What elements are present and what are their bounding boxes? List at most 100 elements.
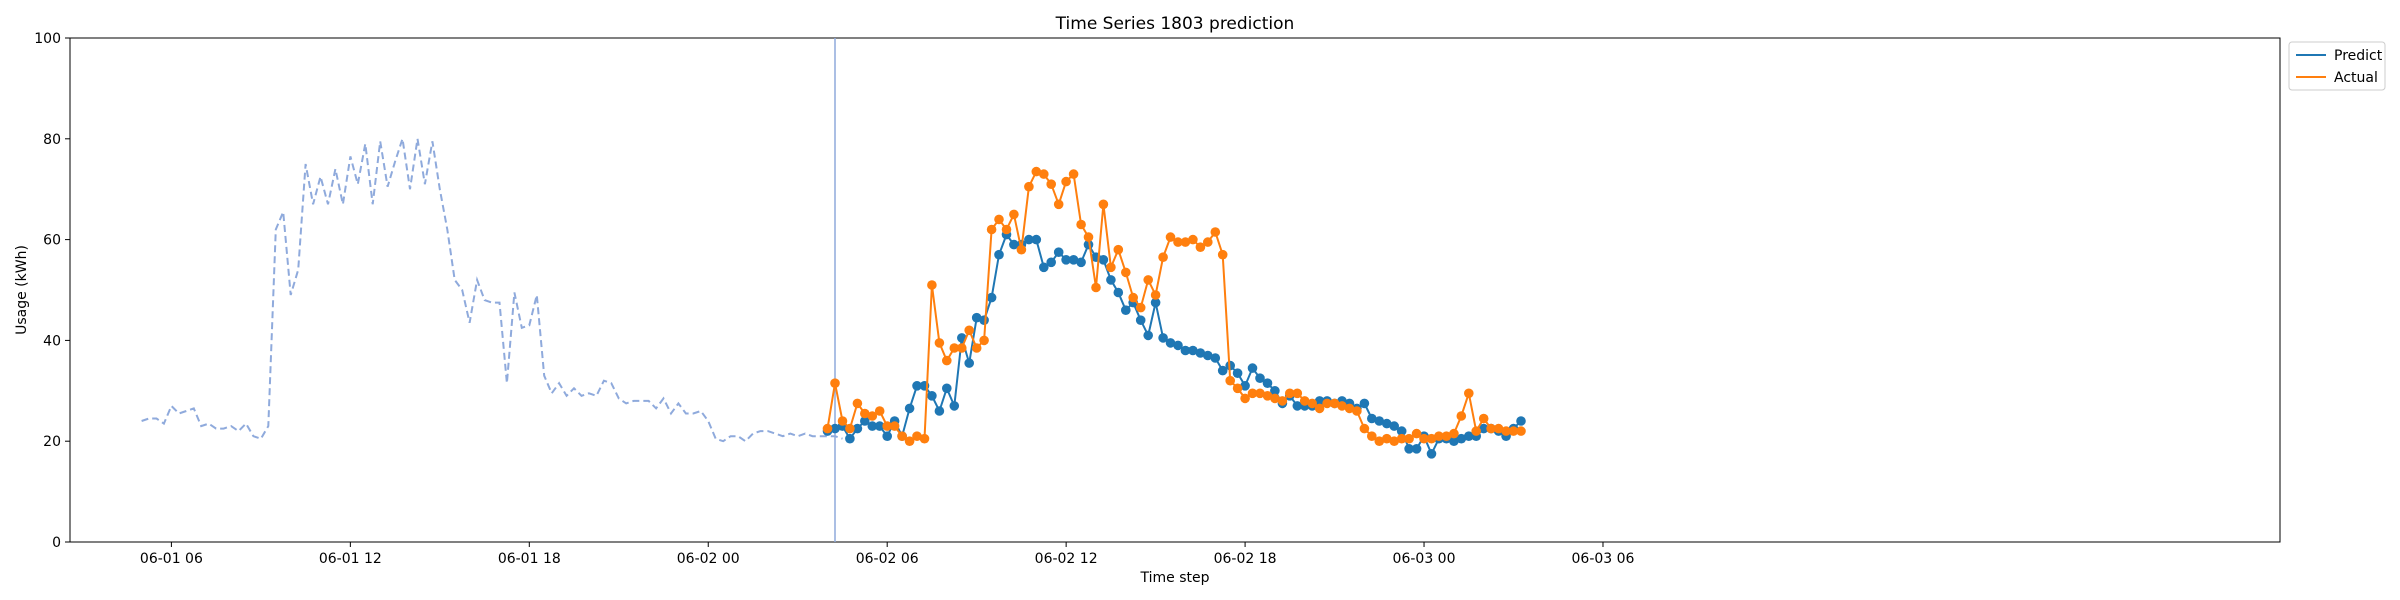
x-tick-label: 06-01 18 [498, 551, 561, 567]
actual-point [867, 411, 878, 421]
actual-point [927, 280, 937, 290]
actual-point [1203, 237, 1213, 247]
actual-point [1270, 393, 1280, 404]
actual-point [830, 378, 840, 389]
y-tick-label: 100 [34, 31, 61, 47]
actual-point [822, 423, 833, 434]
predict-point [1240, 381, 1250, 391]
actual-point [1083, 232, 1094, 242]
actual-point [1322, 398, 1332, 409]
actual-point [912, 431, 922, 442]
predict-point [994, 249, 1004, 260]
predict-point [942, 383, 952, 394]
predict-point [1217, 365, 1228, 376]
actual-point [964, 325, 974, 336]
predict-point [1053, 247, 1064, 257]
actual-point [1001, 224, 1012, 235]
predict-point [882, 431, 892, 442]
actual-point [1217, 249, 1228, 260]
predict-point [1449, 436, 1459, 447]
actual-point [1389, 436, 1399, 447]
actual-point [1262, 391, 1273, 401]
predict-point [874, 421, 885, 431]
actual-point [1150, 290, 1161, 300]
predict-point [1106, 275, 1116, 285]
predict-point [1314, 396, 1325, 406]
actual-point [1068, 169, 1079, 179]
actual-point [1292, 388, 1303, 399]
chart-title: Time Series 1803 prediction [1055, 14, 1295, 34]
predict-point [1158, 333, 1168, 343]
predict-point [1039, 262, 1049, 273]
actual-point [1493, 423, 1504, 434]
actual-point [1382, 433, 1392, 444]
x-tick-label: 06-02 06 [856, 551, 919, 567]
predict-point [964, 358, 974, 368]
actual-point [1501, 426, 1511, 436]
predict-point [1165, 338, 1176, 348]
x-tick-label: 06-02 00 [677, 551, 740, 567]
legend-actual-label: Actual [2334, 70, 2378, 86]
actual-point [919, 433, 930, 444]
actual-point [1374, 436, 1385, 447]
actual-point [1158, 252, 1168, 262]
predict-point [1255, 373, 1265, 384]
actual-point [1299, 396, 1310, 406]
actual-point [1441, 431, 1452, 442]
predict-point [1195, 348, 1206, 358]
actual-point [1352, 406, 1362, 416]
predict-point [1404, 444, 1414, 454]
x-tick-label: 06-02 12 [1035, 551, 1098, 567]
actual-point [1009, 209, 1019, 220]
y-tick-label: 60 [43, 233, 61, 249]
predict-point [845, 433, 855, 444]
x-ticks: 06-01 06 06-01 12 06-01 18 06-02 00 06-02 06… [140, 542, 1635, 567]
x-tick-label: 06-02 18 [1214, 551, 1277, 567]
predict-point [1098, 254, 1109, 265]
actual-point [1344, 403, 1355, 414]
predict-point [949, 401, 960, 411]
actual-point [1329, 398, 1340, 409]
predict-point [852, 423, 863, 434]
actual-point [979, 335, 989, 346]
predict-point [1180, 345, 1191, 356]
actual-point [1307, 398, 1317, 409]
actual-point [1091, 282, 1101, 293]
actual-point [1195, 242, 1206, 252]
x-tick-label: 06-01 06 [140, 551, 203, 567]
actual-point [889, 421, 900, 431]
actual-point [837, 416, 848, 426]
predict-point [1367, 413, 1377, 424]
actual-point [1359, 423, 1370, 434]
predict-point [979, 315, 989, 326]
actual-point [1337, 401, 1347, 411]
predict-point [1411, 444, 1422, 454]
actual-point [852, 398, 863, 409]
predict-point [1262, 378, 1273, 389]
predict-point [1121, 305, 1131, 316]
predict-point [971, 312, 982, 323]
predict-point [1464, 431, 1474, 442]
predict-point [1188, 345, 1198, 356]
legend-predict-label: Predict [2334, 48, 2383, 64]
predict-point [1426, 449, 1437, 459]
actual-point [1404, 433, 1414, 444]
plot-area [69, 37, 2281, 543]
y-tick-label: 0 [52, 535, 61, 551]
actual-point [971, 343, 982, 353]
actual-point [934, 338, 945, 348]
predict-point [986, 292, 997, 303]
predict-point [1270, 386, 1280, 396]
actual-point [1143, 275, 1153, 285]
predict-point [1113, 287, 1124, 298]
predict-point [867, 421, 878, 431]
predict-point [934, 406, 945, 416]
legend: Predict Actual [2288, 41, 2386, 91]
actual-point [1031, 166, 1042, 177]
actual-point [882, 421, 892, 431]
actual-series-points [822, 166, 1526, 447]
predict-point [1210, 353, 1221, 363]
actual-point [949, 343, 960, 353]
predict-point [1292, 401, 1303, 411]
